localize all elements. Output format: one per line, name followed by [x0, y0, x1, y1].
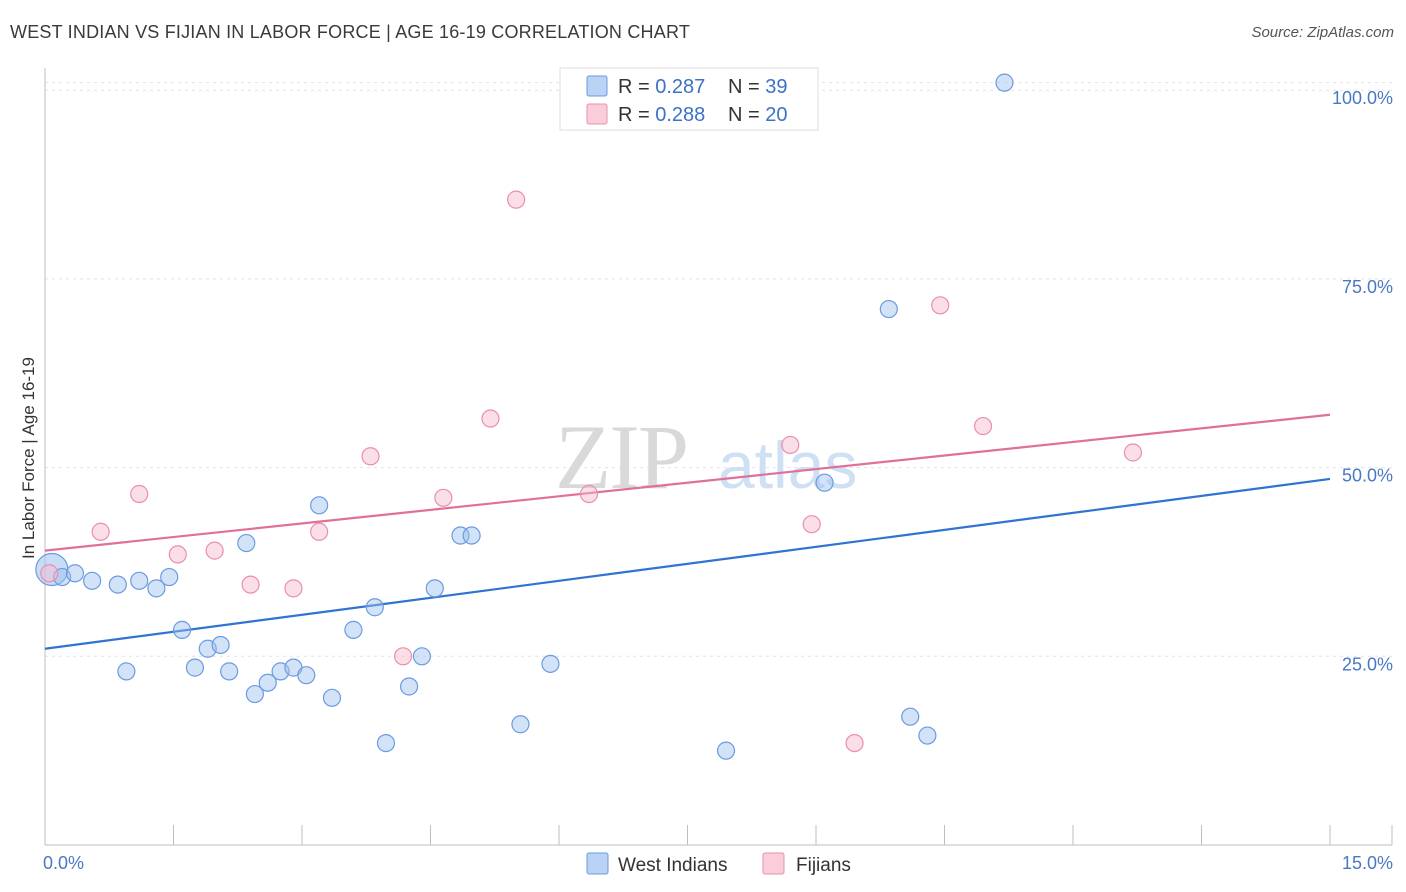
series-legend-swatch-1 [762, 852, 785, 875]
point-west-indians-19 [297, 666, 316, 685]
point-fijians-1 [91, 522, 110, 541]
point-west-indians-16 [258, 673, 277, 692]
series-legend-label-0: West Indians [618, 855, 727, 876]
point-west-indians-24 [376, 734, 396, 753]
point-west-indians-12 [211, 635, 230, 655]
point-west-indians-31 [541, 654, 560, 673]
stats-legend-swatch-0 [586, 75, 608, 97]
point-west-indians-36 [918, 726, 937, 745]
point-fijians-17 [931, 296, 950, 315]
x-tick-label-1: 15.0% [1342, 853, 1393, 873]
stats-legend-row-0: R = 0.287 N = 39 [618, 76, 788, 98]
data-points [35, 73, 1143, 760]
point-fijians-16 [845, 734, 864, 753]
point-fijians-12 [507, 190, 526, 209]
x-tick-label-0: 0.0% [43, 853, 84, 873]
point-west-indians-4 [108, 575, 127, 594]
series-legend: West Indians Fijians [586, 852, 851, 876]
point-west-indians-27 [425, 579, 444, 598]
point-fijians-14 [781, 435, 800, 455]
y-tick-labels: 25.0% 50.0% 75.0% 100.0% [1332, 88, 1393, 674]
point-west-indians-8 [172, 620, 192, 639]
series-legend-label-1: Fijians [796, 855, 851, 876]
r-label-1: R = [618, 104, 655, 126]
gridlines [45, 82, 1392, 657]
stats-legend-row-1: R = 0.288 N = 20 [618, 104, 788, 126]
point-west-indians-20 [310, 496, 329, 515]
chart-source: Source: ZipAtlas.com [1251, 24, 1394, 41]
y-tick-label-3: 100.0% [1332, 88, 1393, 108]
point-west-indians-23 [365, 598, 384, 617]
point-west-indians-14 [237, 533, 256, 553]
y-tick-label-0: 25.0% [1342, 654, 1393, 674]
stats-legend: R = 0.287 N = 39 R = 0.288 N = 20 [559, 67, 819, 131]
watermark-zip: ZIP [555, 406, 687, 508]
point-west-indians-9 [117, 662, 136, 681]
x-tick-labels: 0.0% 15.0% [43, 853, 1393, 873]
point-west-indians-10 [185, 658, 205, 677]
watermark: ZIP atlas [555, 406, 857, 508]
point-fijians-19 [1123, 443, 1143, 462]
point-west-indians-29 [462, 526, 481, 545]
point-west-indians-13 [220, 662, 239, 681]
point-west-indians-30 [511, 715, 530, 734]
point-west-indians-26 [412, 647, 432, 666]
point-west-indians-33 [815, 473, 834, 492]
point-fijians-3 [168, 545, 187, 564]
y-tick-label-1: 50.0% [1342, 466, 1393, 486]
n-value-1: 20 [765, 104, 787, 126]
stats-legend-swatch-1 [586, 103, 608, 125]
point-west-indians-35 [901, 707, 920, 726]
point-fijians-11 [481, 409, 500, 428]
point-west-indians-2 [65, 564, 85, 583]
chart-title: WEST INDIAN VS FIJIAN IN LABOR FORCE | A… [10, 22, 691, 42]
point-fijians-10 [434, 488, 453, 507]
r-label-0: R = [618, 76, 655, 98]
point-fijians-7 [310, 522, 329, 541]
point-fijians-18 [973, 416, 993, 436]
point-west-indians-6 [147, 579, 166, 598]
point-fijians-6 [284, 579, 303, 598]
point-west-indians-34 [879, 299, 898, 319]
series-legend-swatch-0 [586, 852, 609, 875]
watermark-atlas: atlas [718, 428, 857, 502]
n-label-1: N = [728, 104, 765, 126]
point-west-indians-22 [344, 620, 363, 639]
point-west-indians-32 [716, 741, 736, 760]
point-fijians-2 [130, 484, 149, 504]
point-fijians-4 [205, 541, 224, 560]
point-west-indians-21 [322, 688, 342, 707]
point-west-indians-37 [995, 73, 1014, 92]
point-fijians-5 [241, 575, 260, 594]
r-value-1: 0.288 [655, 104, 705, 126]
n-label-0: N = [728, 76, 765, 98]
y-tick-label-2: 75.0% [1342, 277, 1393, 297]
point-fijians-8 [361, 447, 380, 466]
r-value-0: 0.287 [655, 76, 705, 98]
point-fijians-9 [393, 647, 413, 666]
point-west-indians-7 [160, 567, 179, 587]
trend-lines [44, 413, 1331, 650]
trend-line-fijians [44, 413, 1331, 552]
point-west-indians-5 [130, 571, 149, 590]
point-fijians-15 [802, 515, 821, 534]
axes [44, 68, 1393, 846]
n-value-0: 39 [765, 76, 787, 98]
point-west-indians-3 [83, 571, 102, 590]
y-axis-label: In Labor Force | Age 16-19 [19, 357, 38, 559]
point-fijians-13 [579, 484, 599, 504]
point-west-indians-15 [245, 684, 264, 704]
point-fijians-0 [40, 564, 59, 583]
trend-line-west-indians [44, 477, 1331, 650]
point-west-indians-25 [399, 677, 419, 696]
